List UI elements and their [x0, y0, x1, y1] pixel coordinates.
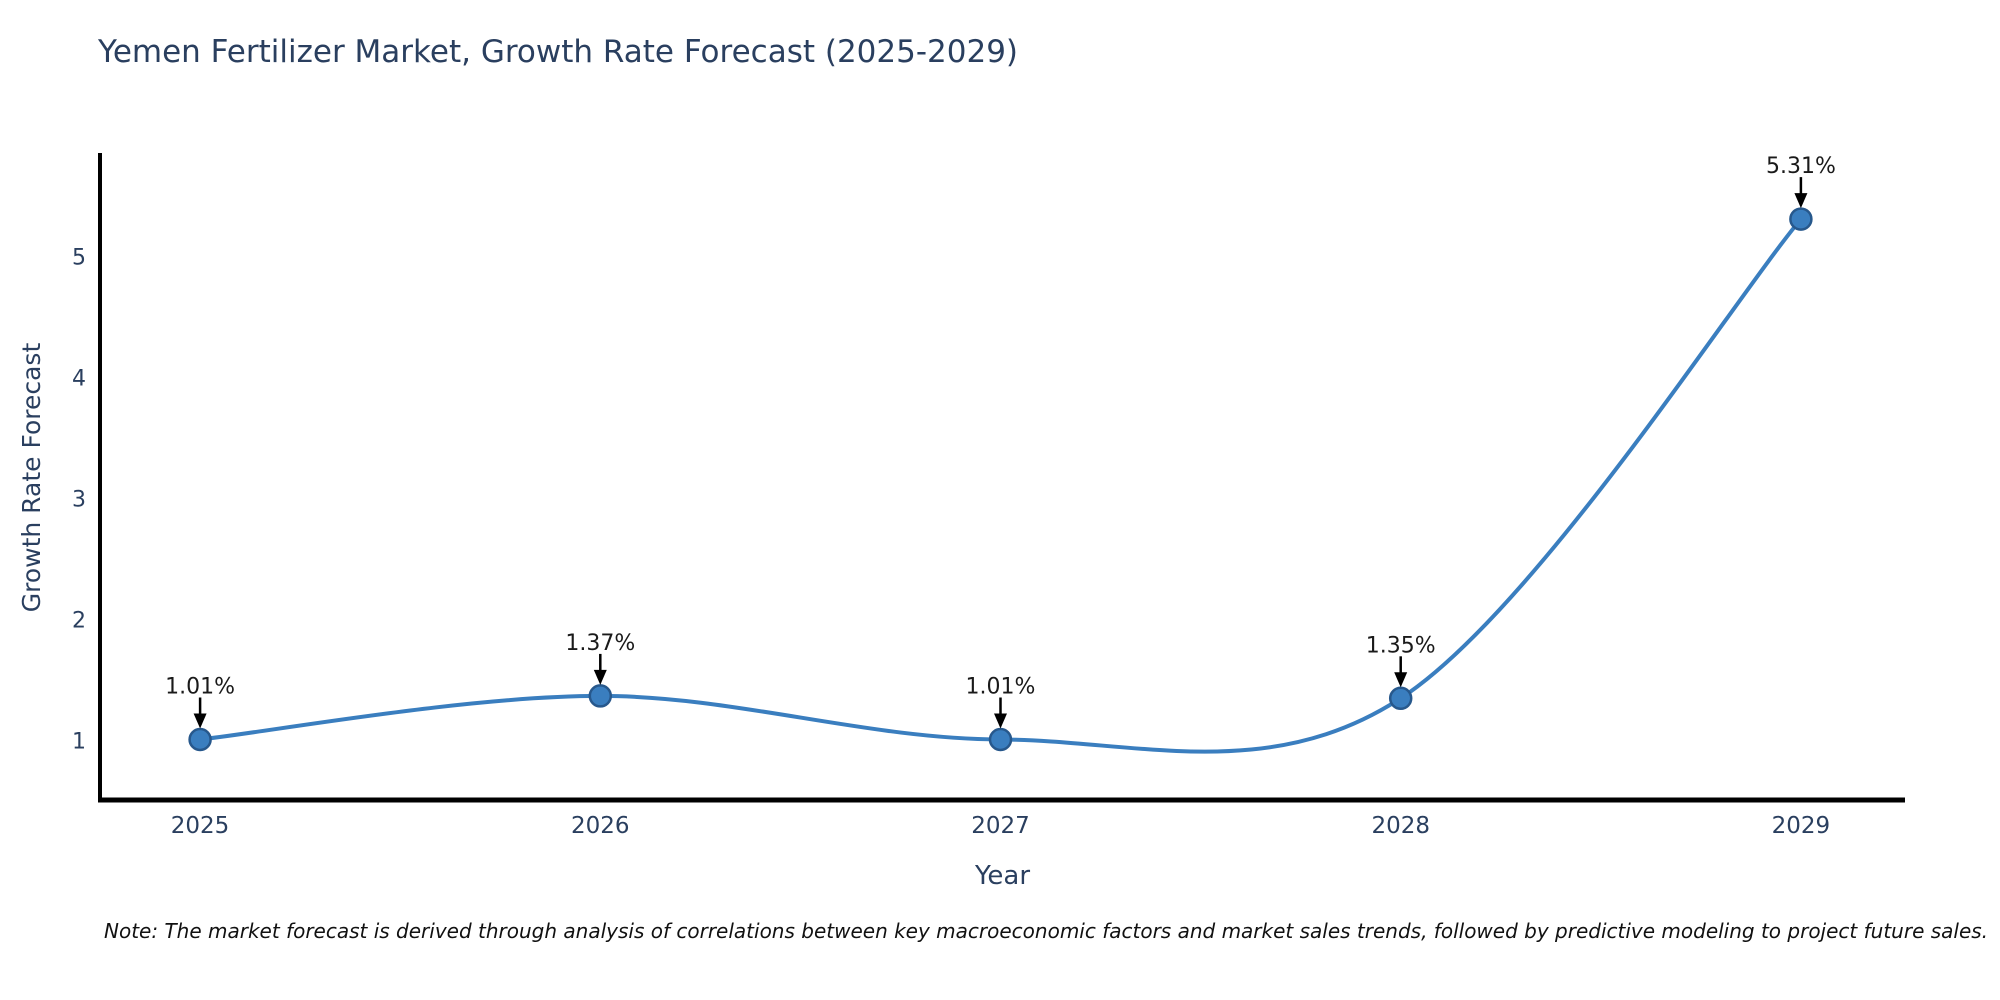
- annotation-arrow-head: [1394, 672, 1408, 688]
- forecast-line: [198, 217, 1803, 754]
- x-tick-label: 2028: [1371, 813, 1430, 839]
- x-tick-label: 2027: [971, 813, 1030, 839]
- data-point-2028: [1388, 686, 1413, 711]
- point-value-label: 1.01%: [966, 675, 1036, 700]
- point-value-label: 5.31%: [1766, 154, 1836, 179]
- point-value-label: 1.01%: [165, 675, 235, 700]
- x-axis-title: Year: [974, 861, 1030, 891]
- point-value-label: 1.37%: [565, 631, 635, 656]
- annotation-arrow-head: [994, 713, 1007, 729]
- data-point-2025: [188, 727, 212, 752]
- y-axis-title: Growth Rate Forecast: [17, 343, 46, 613]
- y-tick-label: 5: [72, 246, 86, 271]
- annotation-arrow-head: [193, 713, 207, 729]
- annotation-arrow-head: [1794, 193, 1808, 209]
- y-tick-label: 2: [72, 609, 86, 634]
- data-point-2026: [588, 684, 613, 708]
- x-tick-label: 2029: [1772, 813, 1831, 839]
- footnote: Note: The market forecast is derived thr…: [104, 919, 1989, 943]
- annotation-arrow-head: [593, 669, 607, 685]
- x-tick-label: 2026: [571, 813, 630, 839]
- y-tick-label: 1: [72, 730, 86, 755]
- data-point-2029: [1789, 207, 1813, 231]
- y-tick-label: 4: [72, 367, 86, 392]
- point-value-label: 1.35%: [1366, 633, 1436, 658]
- y-tick-label: 3: [72, 488, 86, 513]
- chart-title: Yemen Fertilizer Market, Growth Rate For…: [98, 34, 1019, 70]
- data-point-2027: [988, 727, 1013, 752]
- x-tick-label: 2025: [171, 813, 230, 839]
